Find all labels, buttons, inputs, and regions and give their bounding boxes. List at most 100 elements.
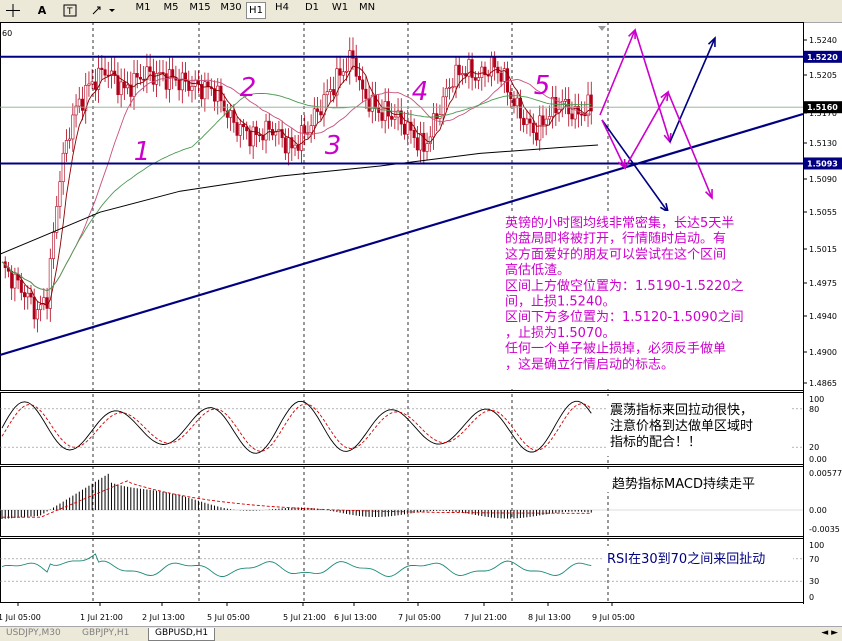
- candle-body: [361, 79, 365, 90]
- time-axis-label: 6 Jul 13:00: [334, 613, 377, 622]
- time-axis-label: 5 Jul 21:00: [283, 613, 326, 622]
- candle-body: [29, 292, 33, 298]
- candle-body: [13, 273, 17, 289]
- candle-body: [258, 134, 262, 137]
- candle-body: [109, 70, 113, 76]
- candle-body: [267, 120, 271, 130]
- chart-tab-3[interactable]: GBPUSD,H1: [148, 628, 216, 641]
- arrows-dropdown-icon[interactable]: [90, 2, 116, 19]
- candle-body: [402, 123, 406, 135]
- candle-body: [364, 88, 368, 99]
- scenario-arrow-down-a: [634, 29, 671, 143]
- wave-number-4: 4: [412, 77, 429, 107]
- candle-body: [589, 94, 593, 112]
- timeframe-w1[interactable]: W1: [331, 2, 349, 13]
- candle-body: [45, 297, 49, 309]
- chart-tab-2[interactable]: GBPJPY,H1: [82, 628, 130, 638]
- timeframe-h4[interactable]: H4: [275, 2, 289, 13]
- ma-fast-line: [1, 65, 592, 307]
- text-tool-icon[interactable]: A: [37, 4, 47, 17]
- chart-area[interactable]: 1 2 3 4 5 60 1.5240 1.5205 1.5170 1.5130 1.5090 1.5…: [0, 22, 842, 626]
- candle-body: [213, 88, 217, 102]
- timeframe-m5[interactable]: M5: [163, 2, 179, 13]
- candle-body: [467, 59, 471, 77]
- candle-body: [180, 72, 184, 91]
- stoch-annotation-line: 注意价格到达做单区域时: [610, 418, 753, 434]
- candle-body: [448, 86, 452, 89]
- candle-body: [470, 59, 474, 78]
- timeframe-h1[interactable]: H1: [246, 2, 266, 19]
- stoch-axis-label: 0.00: [809, 455, 827, 464]
- macd-axis-label: 0.00: [809, 506, 827, 515]
- rising-trendline: [0, 112, 804, 357]
- candle-body: [357, 75, 361, 81]
- timeframe-m15[interactable]: M15: [189, 2, 211, 13]
- candle-body: [264, 120, 268, 141]
- candle-body: [425, 143, 429, 152]
- candle-body: [563, 99, 567, 102]
- time-axis-label: 9 Jul 05:00: [592, 613, 635, 622]
- candle-body: [309, 125, 313, 133]
- svg-text:T: T: [66, 7, 73, 17]
- level-low-label-box: [804, 157, 842, 170]
- stoch-annotation-line: 指标的配合！！: [610, 434, 701, 450]
- wave-number-2: 2: [240, 73, 257, 103]
- candle-body: [377, 107, 381, 113]
- arrows-glyph: [92, 6, 115, 15]
- text-label-icon[interactable]: T: [62, 2, 78, 19]
- stoch-annotation-bg: [607, 396, 792, 456]
- scenario-arrow-up-1: [599, 29, 636, 116]
- crosshair-icon[interactable]: [4, 2, 22, 19]
- candle-body: [151, 71, 155, 85]
- candle-body: [506, 68, 510, 93]
- tab-scroll-arrows-icon[interactable]: ◄ ►: [821, 628, 838, 638]
- timeframe-d1[interactable]: D1: [304, 2, 320, 13]
- candle-body: [306, 132, 310, 134]
- timeframe-m1[interactable]: M1: [135, 2, 151, 13]
- candle-body: [435, 113, 439, 119]
- candle-body: [235, 122, 239, 136]
- stoch-axis-label: 100: [809, 395, 824, 404]
- candle-body: [480, 66, 484, 78]
- candle-body: [135, 73, 139, 78]
- candle-body: [254, 126, 258, 136]
- main-annotation-line: 英镑的小时图均线非常密集，长达5天半: [505, 215, 734, 231]
- main-annotation-line: 间，止损1.5240。: [505, 295, 616, 310]
- time-axis-label: 7 Jul 21:00: [464, 613, 507, 622]
- main-annotation-line: 区间下方多位置为：1.5120-1.5090之间: [505, 309, 744, 325]
- candle-body: [351, 50, 355, 59]
- candle-body: [528, 118, 532, 124]
- main-annotation-line: ，止损为1.5070。: [505, 326, 616, 341]
- candle-body: [444, 87, 448, 98]
- candle-body: [586, 94, 590, 117]
- rsi-axis-label: 100: [809, 541, 824, 550]
- chart-tab-bar: USDJPY,M30 GBPJPY,H1 GBPUSD,H1 ◄ ►: [0, 626, 842, 641]
- candle-body: [155, 73, 159, 85]
- candle-body: [477, 77, 481, 81]
- candle-body: [71, 114, 75, 140]
- timeframe-m30[interactable]: M30: [220, 2, 242, 13]
- candle-body: [348, 50, 352, 72]
- candle-body: [367, 98, 371, 112]
- candle-body: [203, 81, 207, 100]
- price-axis-label: 1.5090: [809, 175, 837, 184]
- timeframe-mn[interactable]: MN: [358, 2, 376, 13]
- candle-body: [126, 84, 130, 89]
- candle-body: [142, 78, 146, 81]
- ma-slow-line: [0, 144, 599, 255]
- candle-body: [303, 125, 307, 134]
- candle-body: [81, 98, 85, 111]
- chart-tab-1[interactable]: USDJPY,M30: [6, 628, 61, 638]
- chart-canvas[interactable]: 1 2 3 4 5 60 1.5240 1.5205 1.5170 1.5130 1.5090 1.5…: [0, 22, 842, 626]
- candle-body: [122, 81, 126, 89]
- main-annotation-bg: [501, 211, 788, 389]
- candle-body: [325, 91, 329, 96]
- timeframe-corner-label: 60: [2, 29, 12, 38]
- candle-body: [116, 75, 120, 96]
- level-high-label: 1.5220: [807, 53, 838, 62]
- candle-body: [522, 117, 526, 125]
- macd-annotation-bg: [607, 470, 792, 492]
- candle-body: [293, 144, 297, 149]
- candle-body: [580, 113, 584, 116]
- candle-body: [515, 97, 519, 107]
